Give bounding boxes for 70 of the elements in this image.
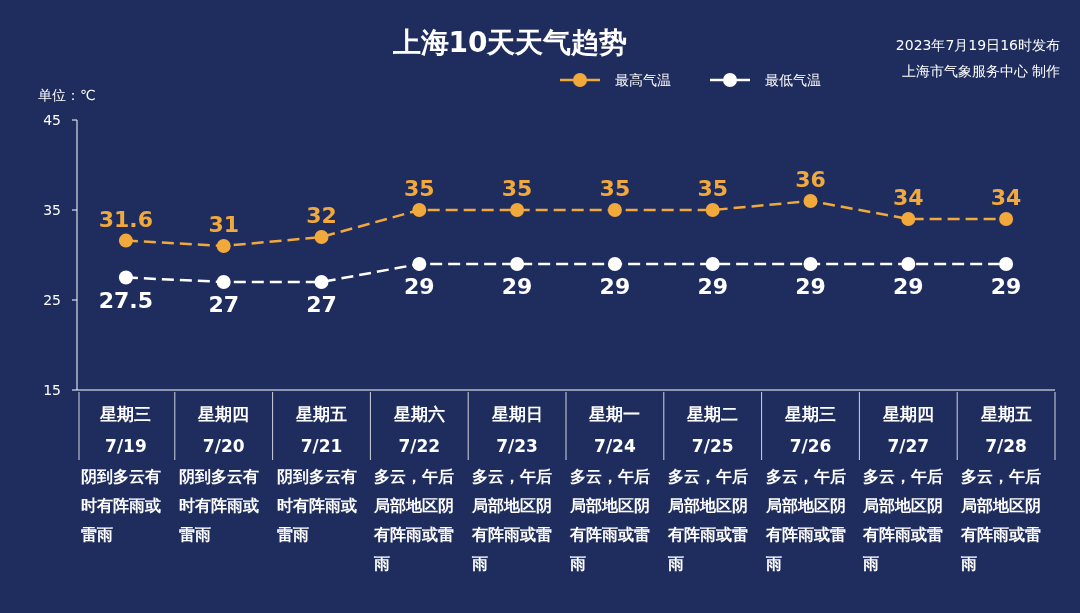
data-label: 35 xyxy=(599,176,631,201)
point xyxy=(607,257,622,271)
x-tick-label: 星期日 7/23 xyxy=(490,404,543,456)
data-label: 35 xyxy=(501,176,533,201)
text: 多云，午后局部地区阴有阵雨或雷雨 xyxy=(862,467,944,573)
x-tick-label: 星期三 7/19 xyxy=(99,404,152,456)
x-tick-label: 星期五 7/21 xyxy=(295,404,347,456)
x-tick-label: 星期四 7/27 xyxy=(881,404,934,456)
x-tick-label: 星期二 7/25 xyxy=(686,404,739,456)
point xyxy=(216,275,231,289)
text: 阴到多云有时有阵雨或雷雨 xyxy=(276,467,357,544)
x-tick-label: 星期三 7/26 xyxy=(784,404,836,456)
data-label: 32 xyxy=(306,203,337,228)
point xyxy=(510,203,525,217)
point xyxy=(901,212,916,226)
text: 多云，午后局部地区阴有阵雨或雷雨 xyxy=(764,467,846,573)
point xyxy=(118,233,133,248)
data-label: 27 xyxy=(208,292,240,317)
data-label: 34 xyxy=(990,185,1022,210)
text: 2023年7月19日16时发布 xyxy=(895,37,1060,53)
x-tick-label: 星期五 7/28 xyxy=(979,404,1032,456)
x-tick-label: 星期一 7/24 xyxy=(588,404,641,456)
y-tick-label: 45 xyxy=(43,112,61,128)
data-label: 29 xyxy=(697,274,729,299)
text: 阴到多云有时有阵雨或雷雨 xyxy=(81,467,161,544)
point xyxy=(314,275,329,289)
point xyxy=(314,230,329,244)
data-label: 29 xyxy=(892,274,924,299)
legend-label: 最高气温 xyxy=(615,72,671,88)
text: 上海市气象服务中心 制作 xyxy=(901,63,1060,79)
text: 阴到多云有时有阵雨或雷雨 xyxy=(178,467,259,544)
point xyxy=(412,257,427,271)
text: 多云，午后局部地区阴有阵雨或雷雨 xyxy=(471,467,553,573)
text: 多云，午后局部地区阴有阵雨或雷雨 xyxy=(569,467,650,573)
data-label: 35 xyxy=(697,176,729,201)
y-tick-label: 15 xyxy=(43,382,61,398)
text: 多云，午后局部地区阴有阵雨或雷雨 xyxy=(666,467,748,573)
point xyxy=(999,212,1014,226)
data-label: 31 xyxy=(208,212,240,237)
point xyxy=(803,257,818,271)
data-label: 29 xyxy=(501,274,533,299)
data-label: 29 xyxy=(599,274,631,299)
data-label: 34 xyxy=(892,185,924,210)
legend-label: 最低气温 xyxy=(765,72,821,88)
data-label: 29 xyxy=(795,274,826,299)
chart-title: 上海10天天气趋势 xyxy=(391,26,628,59)
y-tick-label: 35 xyxy=(43,202,61,218)
y-tick-label: 25 xyxy=(43,292,61,308)
data-label: 27 xyxy=(306,292,337,317)
data-label: 31.6 xyxy=(98,206,154,232)
text: 多云，午后局部地区阴有阵雨或雷雨 xyxy=(373,467,455,573)
y-axis-title: 单位：℃ xyxy=(38,87,96,103)
data-label: 27.5 xyxy=(98,287,154,313)
text: 多云，午后局部地区阴有阵雨或雷雨 xyxy=(960,467,1042,573)
data-label: 29 xyxy=(403,274,435,299)
point xyxy=(607,203,622,217)
data-label: 35 xyxy=(403,176,435,201)
data-label: 36 xyxy=(795,167,826,192)
data-label: 29 xyxy=(990,274,1022,299)
point xyxy=(510,257,525,271)
point xyxy=(999,257,1014,271)
point xyxy=(901,257,916,271)
point xyxy=(216,239,231,253)
x-tick-label: 星期四 7/20 xyxy=(197,404,250,456)
point xyxy=(412,203,427,217)
point xyxy=(803,194,818,208)
point xyxy=(705,203,720,217)
point xyxy=(118,270,133,285)
x-tick-label: 星期六 7/22 xyxy=(392,404,445,456)
point xyxy=(705,257,720,271)
